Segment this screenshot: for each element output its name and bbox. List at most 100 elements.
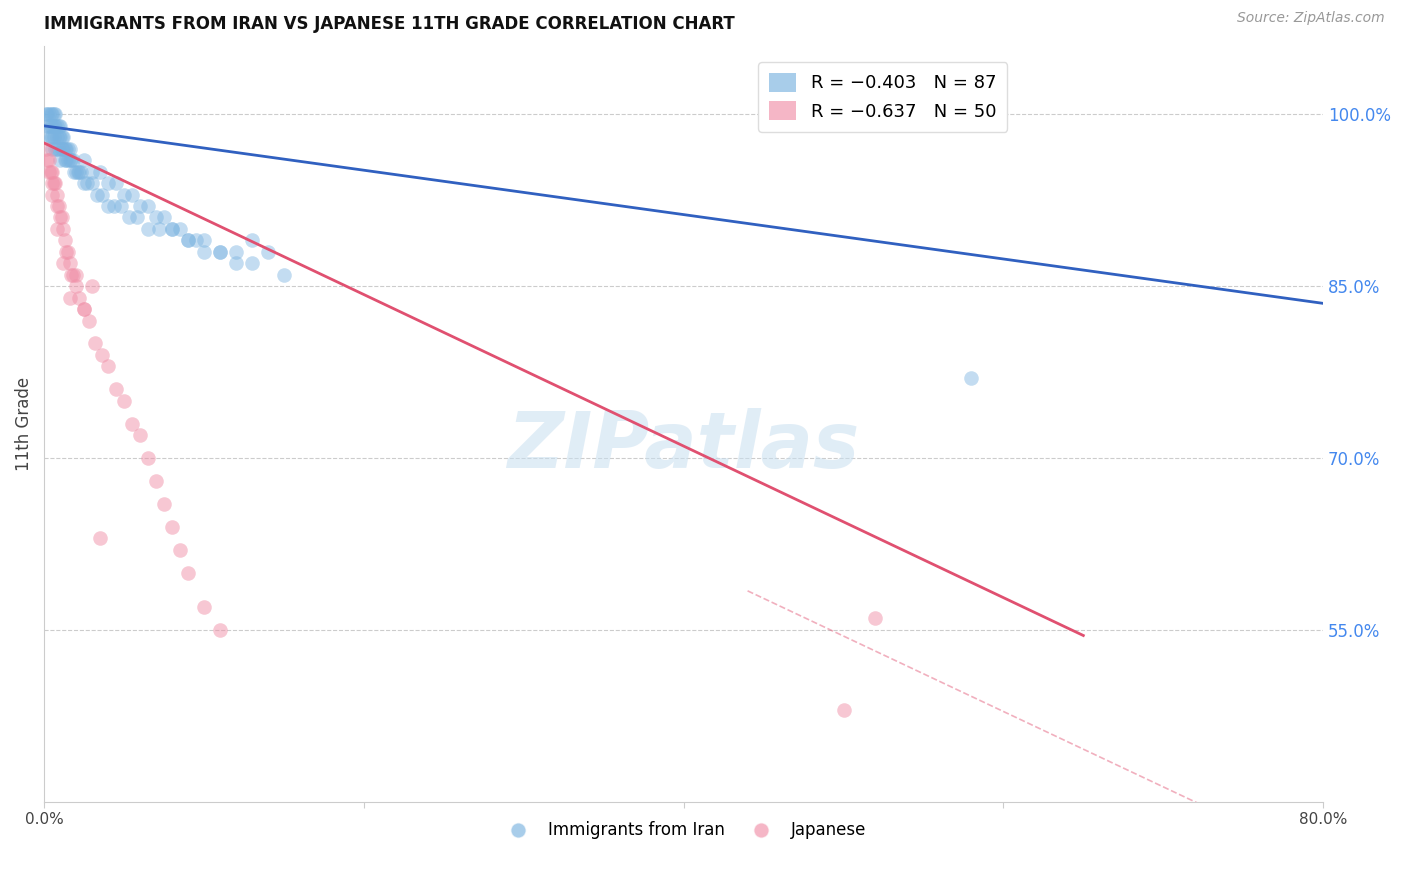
Point bbox=[225, 244, 247, 259]
Point bbox=[41, 119, 63, 133]
Point bbox=[35, 107, 58, 121]
Point bbox=[39, 119, 62, 133]
Point bbox=[52, 222, 75, 236]
Point bbox=[86, 187, 108, 202]
Point bbox=[44, 119, 66, 133]
Point bbox=[90, 348, 112, 362]
Point bbox=[208, 623, 231, 637]
Point bbox=[52, 256, 75, 270]
Point bbox=[42, 130, 65, 145]
Point bbox=[38, 164, 60, 178]
Point bbox=[42, 119, 65, 133]
Point bbox=[73, 153, 96, 168]
Point bbox=[45, 130, 67, 145]
Point bbox=[225, 256, 247, 270]
Point bbox=[41, 142, 63, 156]
Point bbox=[208, 244, 231, 259]
Point bbox=[865, 611, 887, 625]
Point bbox=[80, 176, 103, 190]
Point bbox=[90, 187, 112, 202]
Point bbox=[136, 199, 159, 213]
Point bbox=[65, 279, 87, 293]
Point bbox=[112, 187, 135, 202]
Point bbox=[145, 474, 167, 488]
Point bbox=[240, 233, 263, 247]
Point bbox=[45, 187, 67, 202]
Point bbox=[65, 268, 87, 282]
Point bbox=[208, 244, 231, 259]
Point bbox=[59, 256, 82, 270]
Point bbox=[41, 107, 63, 121]
Point bbox=[44, 107, 66, 121]
Point bbox=[62, 268, 84, 282]
Point bbox=[41, 187, 63, 202]
Point bbox=[42, 107, 65, 121]
Point bbox=[145, 211, 167, 225]
Point bbox=[97, 199, 120, 213]
Point bbox=[45, 119, 67, 133]
Text: IMMIGRANTS FROM IRAN VS JAPANESE 11TH GRADE CORRELATION CHART: IMMIGRANTS FROM IRAN VS JAPANESE 11TH GR… bbox=[44, 15, 735, 33]
Point bbox=[73, 302, 96, 317]
Point bbox=[37, 153, 59, 168]
Point bbox=[105, 382, 128, 396]
Point bbox=[39, 130, 62, 145]
Point bbox=[56, 244, 79, 259]
Point bbox=[257, 244, 280, 259]
Point bbox=[125, 211, 148, 225]
Point bbox=[49, 153, 72, 168]
Point bbox=[53, 233, 76, 247]
Point bbox=[45, 142, 67, 156]
Point bbox=[45, 222, 67, 236]
Legend: Immigrants from Iran, Japanese: Immigrants from Iran, Japanese bbox=[494, 814, 873, 847]
Point bbox=[53, 153, 76, 168]
Point bbox=[45, 199, 67, 213]
Point bbox=[60, 153, 83, 168]
Point bbox=[148, 222, 170, 236]
Point bbox=[63, 164, 86, 178]
Point bbox=[89, 531, 111, 545]
Point bbox=[193, 599, 215, 614]
Point bbox=[832, 703, 855, 717]
Point bbox=[39, 107, 62, 121]
Point bbox=[49, 119, 72, 133]
Point bbox=[48, 199, 70, 213]
Point bbox=[53, 142, 76, 156]
Point bbox=[273, 268, 295, 282]
Point bbox=[73, 302, 96, 317]
Point bbox=[77, 313, 100, 327]
Point bbox=[39, 164, 62, 178]
Point bbox=[59, 142, 82, 156]
Point bbox=[65, 164, 87, 178]
Point bbox=[52, 130, 75, 145]
Point bbox=[44, 176, 66, 190]
Point bbox=[97, 359, 120, 374]
Point bbox=[169, 222, 191, 236]
Point bbox=[55, 153, 77, 168]
Point bbox=[193, 233, 215, 247]
Point bbox=[67, 164, 90, 178]
Point bbox=[41, 130, 63, 145]
Point bbox=[55, 142, 77, 156]
Point bbox=[60, 268, 83, 282]
Point bbox=[89, 164, 111, 178]
Point bbox=[84, 336, 107, 351]
Point bbox=[51, 130, 73, 145]
Point bbox=[49, 130, 72, 145]
Point bbox=[52, 142, 75, 156]
Point bbox=[160, 222, 183, 236]
Point bbox=[66, 164, 89, 178]
Point bbox=[41, 176, 63, 190]
Point bbox=[38, 107, 60, 121]
Point bbox=[136, 450, 159, 465]
Point bbox=[38, 130, 60, 145]
Point bbox=[73, 176, 96, 190]
Point bbox=[960, 371, 983, 385]
Point bbox=[49, 211, 72, 225]
Point bbox=[121, 187, 143, 202]
Point bbox=[48, 130, 70, 145]
Point bbox=[56, 142, 79, 156]
Point bbox=[136, 222, 159, 236]
Point bbox=[56, 153, 79, 168]
Point bbox=[110, 199, 132, 213]
Point bbox=[51, 142, 73, 156]
